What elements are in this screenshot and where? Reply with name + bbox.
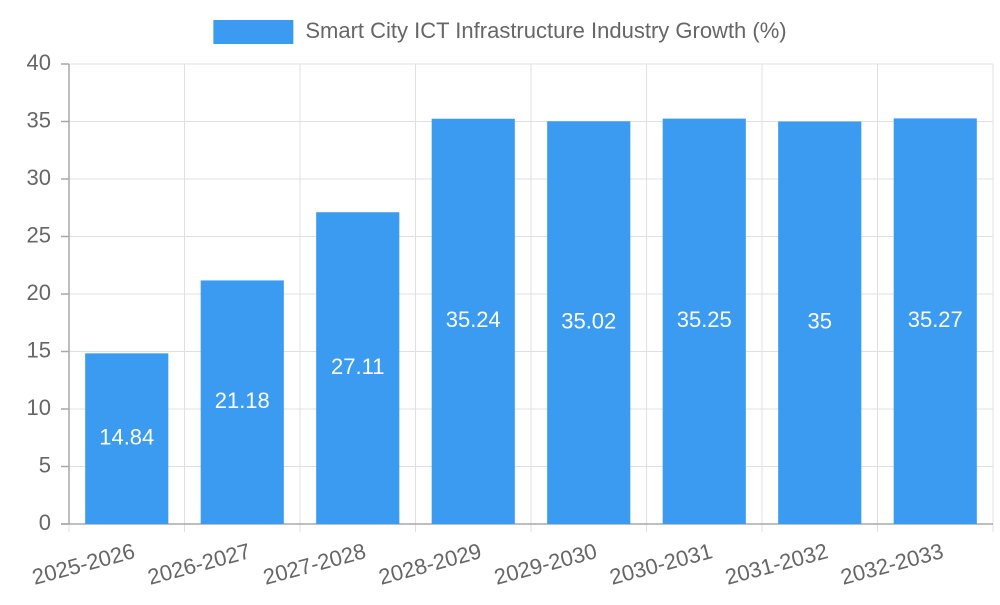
bar-2028-2029[interactable] [431,118,515,525]
bar-value-label: 35 [808,309,832,334]
bar-value-label: 35.25 [677,307,732,332]
bar-value-label: 21.18 [215,388,270,413]
bars [85,118,977,525]
y-tick-label: 40 [27,50,51,75]
x-tick-label: 2025-2026 [29,538,137,589]
x-tick-label: 2026-2027 [145,538,253,589]
bar-value-label: 35.27 [908,307,963,332]
y-tick-label: 15 [27,337,51,362]
legend[interactable]: Smart City ICT Infrastructure Industry G… [213,18,787,44]
x-tick-label: 2028-2029 [376,538,484,589]
data-labels: 14.84 21.18 27.11 35.24 35.02 35.25 35 35.27 [99,307,963,449]
y-tick-label: 0 [39,510,51,535]
y-tick-label: 35 [27,107,51,132]
y-tick-label: 30 [27,165,51,190]
x-tick-label: 2031-2032 [722,538,830,589]
y-tick-labels: 0 5 10 15 20 25 30 35 40 [27,50,51,535]
bar-value-label: 35.02 [561,308,616,333]
grid [68,63,994,532]
x-tick-label: 2030-2031 [607,538,715,589]
y-tick-label: 20 [27,280,51,305]
bar-value-label: 35.24 [446,307,501,332]
x-tick-label: 2032-2033 [838,538,946,589]
bar-2030-2031[interactable] [662,118,746,524]
bar-2026-2027[interactable] [200,280,284,524]
bar-2029-2030[interactable] [547,121,631,525]
legend-label: Smart City ICT Infrastructure Industry G… [305,18,786,43]
bar-2031-2032[interactable] [778,121,862,525]
y-tick-label: 5 [39,452,51,477]
bar-2025-2026[interactable] [85,353,169,524]
x-tick-label: 2027-2028 [260,538,368,589]
y-tick-label: 10 [27,395,51,420]
x-tick-labels: 2025-2026 2026-2027 2027-2028 2028-2029 2029… [29,538,946,589]
legend-swatch [213,20,294,44]
bar-value-label: 27.11 [331,354,384,379]
bar-value-label: 14.84 [99,424,154,449]
y-tick-label: 25 [27,222,51,247]
bar-2027-2028[interactable] [316,212,400,525]
x-tick-label: 2029-2030 [491,538,599,589]
bar-2032-2033[interactable] [893,118,977,525]
